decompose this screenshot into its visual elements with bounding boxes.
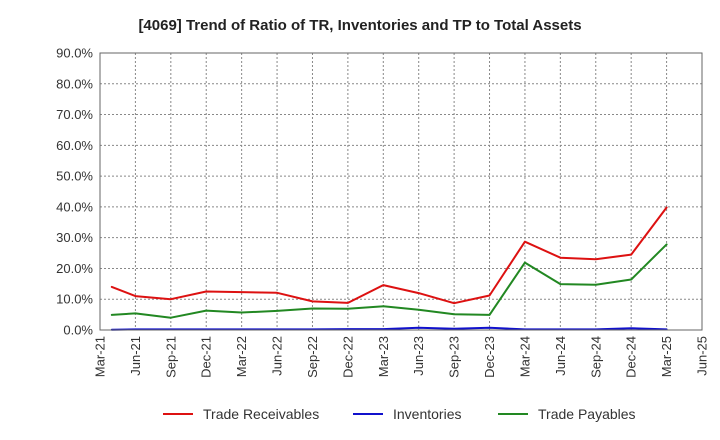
y-tick-label: 60.0% — [56, 138, 93, 153]
y-tick-label: 70.0% — [56, 107, 93, 122]
x-tick-label: Dec-22 — [340, 336, 355, 378]
x-tick-label: Mar-22 — [234, 336, 249, 377]
x-tick-label: Mar-21 — [93, 336, 108, 377]
plot-area-border — [99, 52, 703, 331]
series-lines — [110, 206, 668, 331]
x-tick-label: Jun-24 — [553, 336, 568, 376]
series-line-trade-payables — [110, 243, 668, 319]
x-tick-label: Dec-24 — [624, 336, 639, 378]
gridlines — [100, 53, 702, 330]
y-tick-label: 40.0% — [56, 199, 93, 214]
x-tick-label: Jun-25 — [695, 336, 710, 376]
legend-label: Trade Payables — [538, 406, 636, 422]
x-tick-label: Sep-24 — [588, 336, 603, 378]
x-tick-label: Jun-21 — [128, 336, 143, 376]
y-axis-ticks: 0.0% 10.0% 20.0% 30.0% 40.0% 50.0% 60.0% 70.0% 8… — [56, 46, 93, 338]
x-axis-ticks: Mar-21 Jun-21 Sep-21 Dec-21 Mar-22 Jun-22 Sep-… — [93, 336, 710, 378]
x-tick-label: Dec-23 — [482, 336, 497, 378]
x-tick-label: Mar-25 — [659, 336, 674, 377]
series-line-trade-receivables — [110, 206, 668, 305]
x-tick-label: Jun-23 — [411, 336, 426, 376]
chart-title: [4069] Trend of Ratio of TR, Inventories… — [138, 17, 581, 34]
series-line-inventories — [110, 326, 668, 331]
x-tick-label: Sep-22 — [305, 336, 320, 378]
x-tick-label: Mar-23 — [376, 336, 391, 377]
legend-label: Inventories — [393, 406, 461, 422]
legend: Trade Receivables Inventories Trade Payabl… — [163, 406, 636, 422]
y-tick-label: 10.0% — [56, 292, 93, 307]
x-tick-label: Sep-23 — [447, 336, 462, 378]
y-tick-label: 0.0% — [63, 323, 93, 338]
y-tick-label: 80.0% — [56, 76, 93, 91]
legend-label: Trade Receivables — [203, 406, 319, 422]
y-tick-label: 50.0% — [56, 169, 93, 184]
x-tick-label: Jun-22 — [270, 336, 285, 376]
x-tick-label: Sep-21 — [163, 336, 178, 378]
x-tick-label: Dec-21 — [199, 336, 214, 378]
y-tick-label: 30.0% — [56, 230, 93, 245]
x-tick-label: Mar-24 — [517, 336, 532, 377]
y-tick-label: 20.0% — [56, 261, 93, 276]
y-tick-label: 90.0% — [56, 46, 93, 61]
